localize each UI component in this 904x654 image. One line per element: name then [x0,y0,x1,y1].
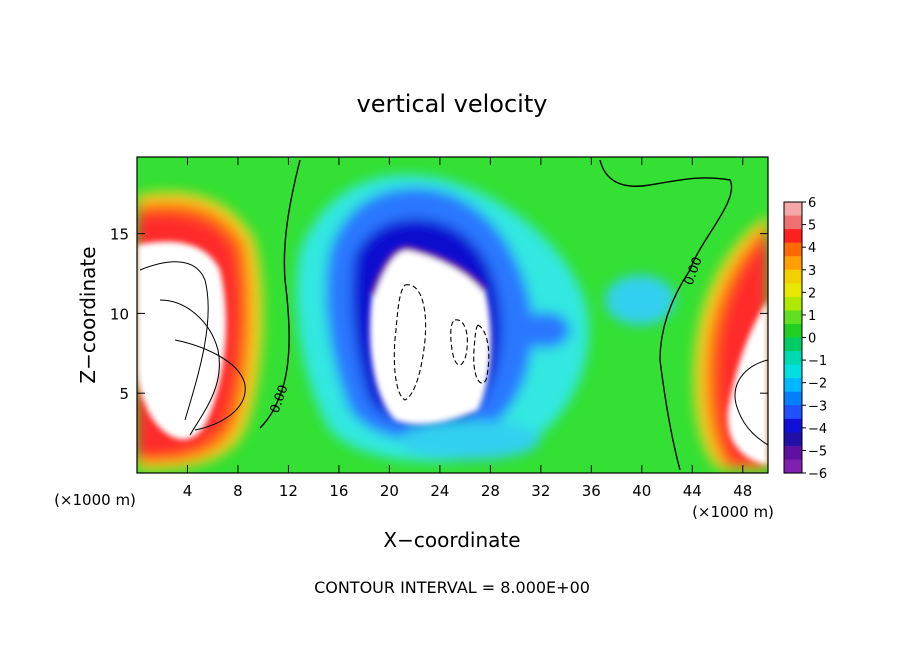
colorbar-tick-label: −4 [808,422,827,437]
y-tick-label: 10 [110,305,129,323]
x-tick-label: 28 [481,482,500,500]
center-saturated-region [369,247,491,425]
x-tick-label: 40 [632,482,651,500]
y-tick-label: 5 [119,385,129,403]
x-tick-label: 48 [733,482,752,500]
colorbar-swatch [784,418,802,433]
heatmap-field [137,157,768,473]
colorbar-swatch [784,256,802,271]
dashed-contour-right [450,319,468,366]
contour-lines [139,159,768,471]
cyan-patch [605,275,675,325]
colorbar-swatch [784,242,802,257]
colorbar-swatch [784,337,802,352]
blue-patch [520,312,570,348]
colorbar-swatch [784,215,802,230]
left-thin-contour-2 [159,299,220,436]
x-tick-label: 44 [683,482,702,500]
center-purple-rim [369,244,488,296]
colorbar-swatch [784,323,802,339]
left-thin-contour-3 [174,339,246,431]
x-unit-label-right: (×1000 m) [692,503,774,521]
contour-interval-note: CONTOUR INTERVAL = 8.000E+00 [314,578,590,597]
x-tick-label: 32 [531,482,550,500]
y-axis: 5 10 15 [110,226,768,403]
colorbar-swatch [784,391,802,406]
colorbar-tick-label: 1 [808,309,816,324]
cyan-patch-low [400,420,540,460]
zero-contour-left [259,159,301,429]
right-thin-contour [734,359,768,446]
colorbar-tick-label: 2 [808,286,816,301]
colorbar-tick-label: −5 [808,444,827,459]
chart-title: vertical velocity [357,90,548,118]
x-axis-label: X−coordinate [383,528,520,552]
colorbar-tick-label: −2 [808,377,827,392]
colorbar: 6 5 4 3 2 1 0 −1 −2 −3 −4 −5 −6 [783,196,827,482]
y-tick-label: 15 [110,226,129,244]
colorbar-tick-label: −1 [808,354,827,369]
right-saturated-region [727,300,768,465]
x-tick-label: 12 [279,482,298,500]
colorbar-tick-label: 5 [808,219,816,234]
x-tick-label: 8 [233,482,243,500]
x-tick-label: 24 [430,482,449,500]
left-thin-contour-1 [139,261,209,421]
left-saturated-region [137,241,226,440]
colorbar-swatch [784,351,802,366]
colorbar-swatch [784,229,802,244]
x-tick-label: 4 [183,482,193,500]
plot-frame [136,156,769,474]
colorbar-swatch [784,459,802,474]
colorbar-swatch [784,296,802,311]
colorbar-swatch [784,445,802,461]
dashed-contours [393,284,490,401]
x-tick-label: 20 [380,482,399,500]
colorbar-swatch [784,432,802,447]
x-tick-label: 36 [582,482,601,500]
colorbar-tick-label: 0 [808,332,816,347]
zero-contour-right [599,159,733,471]
colorbar-swatch [784,310,802,325]
dashed-contour-main [393,284,427,401]
colorbar-swatch [784,378,802,393]
dashed-contour-far [473,324,490,384]
colorbar-swatch [784,364,802,379]
colorbar-tick-label: 4 [808,241,816,256]
x-axis: 4 8 12 16 20 24 28 32 36 40 44 48 [183,157,752,500]
x-tick-label: 16 [329,482,348,500]
x-unit-label-left: (×1000 m) [54,491,136,509]
colorbar-tick-label: −3 [808,399,827,414]
colorbar-tick-label: −6 [808,467,827,482]
colorbar-tick-label: 3 [808,264,816,279]
colorbar-swatch [784,405,802,420]
y-axis-label: Z−coordinate [76,246,100,383]
colorbar-swatch [784,202,802,217]
colorbar-swatch [784,269,802,284]
colorbar-tick-label: 6 [808,196,816,211]
colorbar-swatch [784,283,802,298]
